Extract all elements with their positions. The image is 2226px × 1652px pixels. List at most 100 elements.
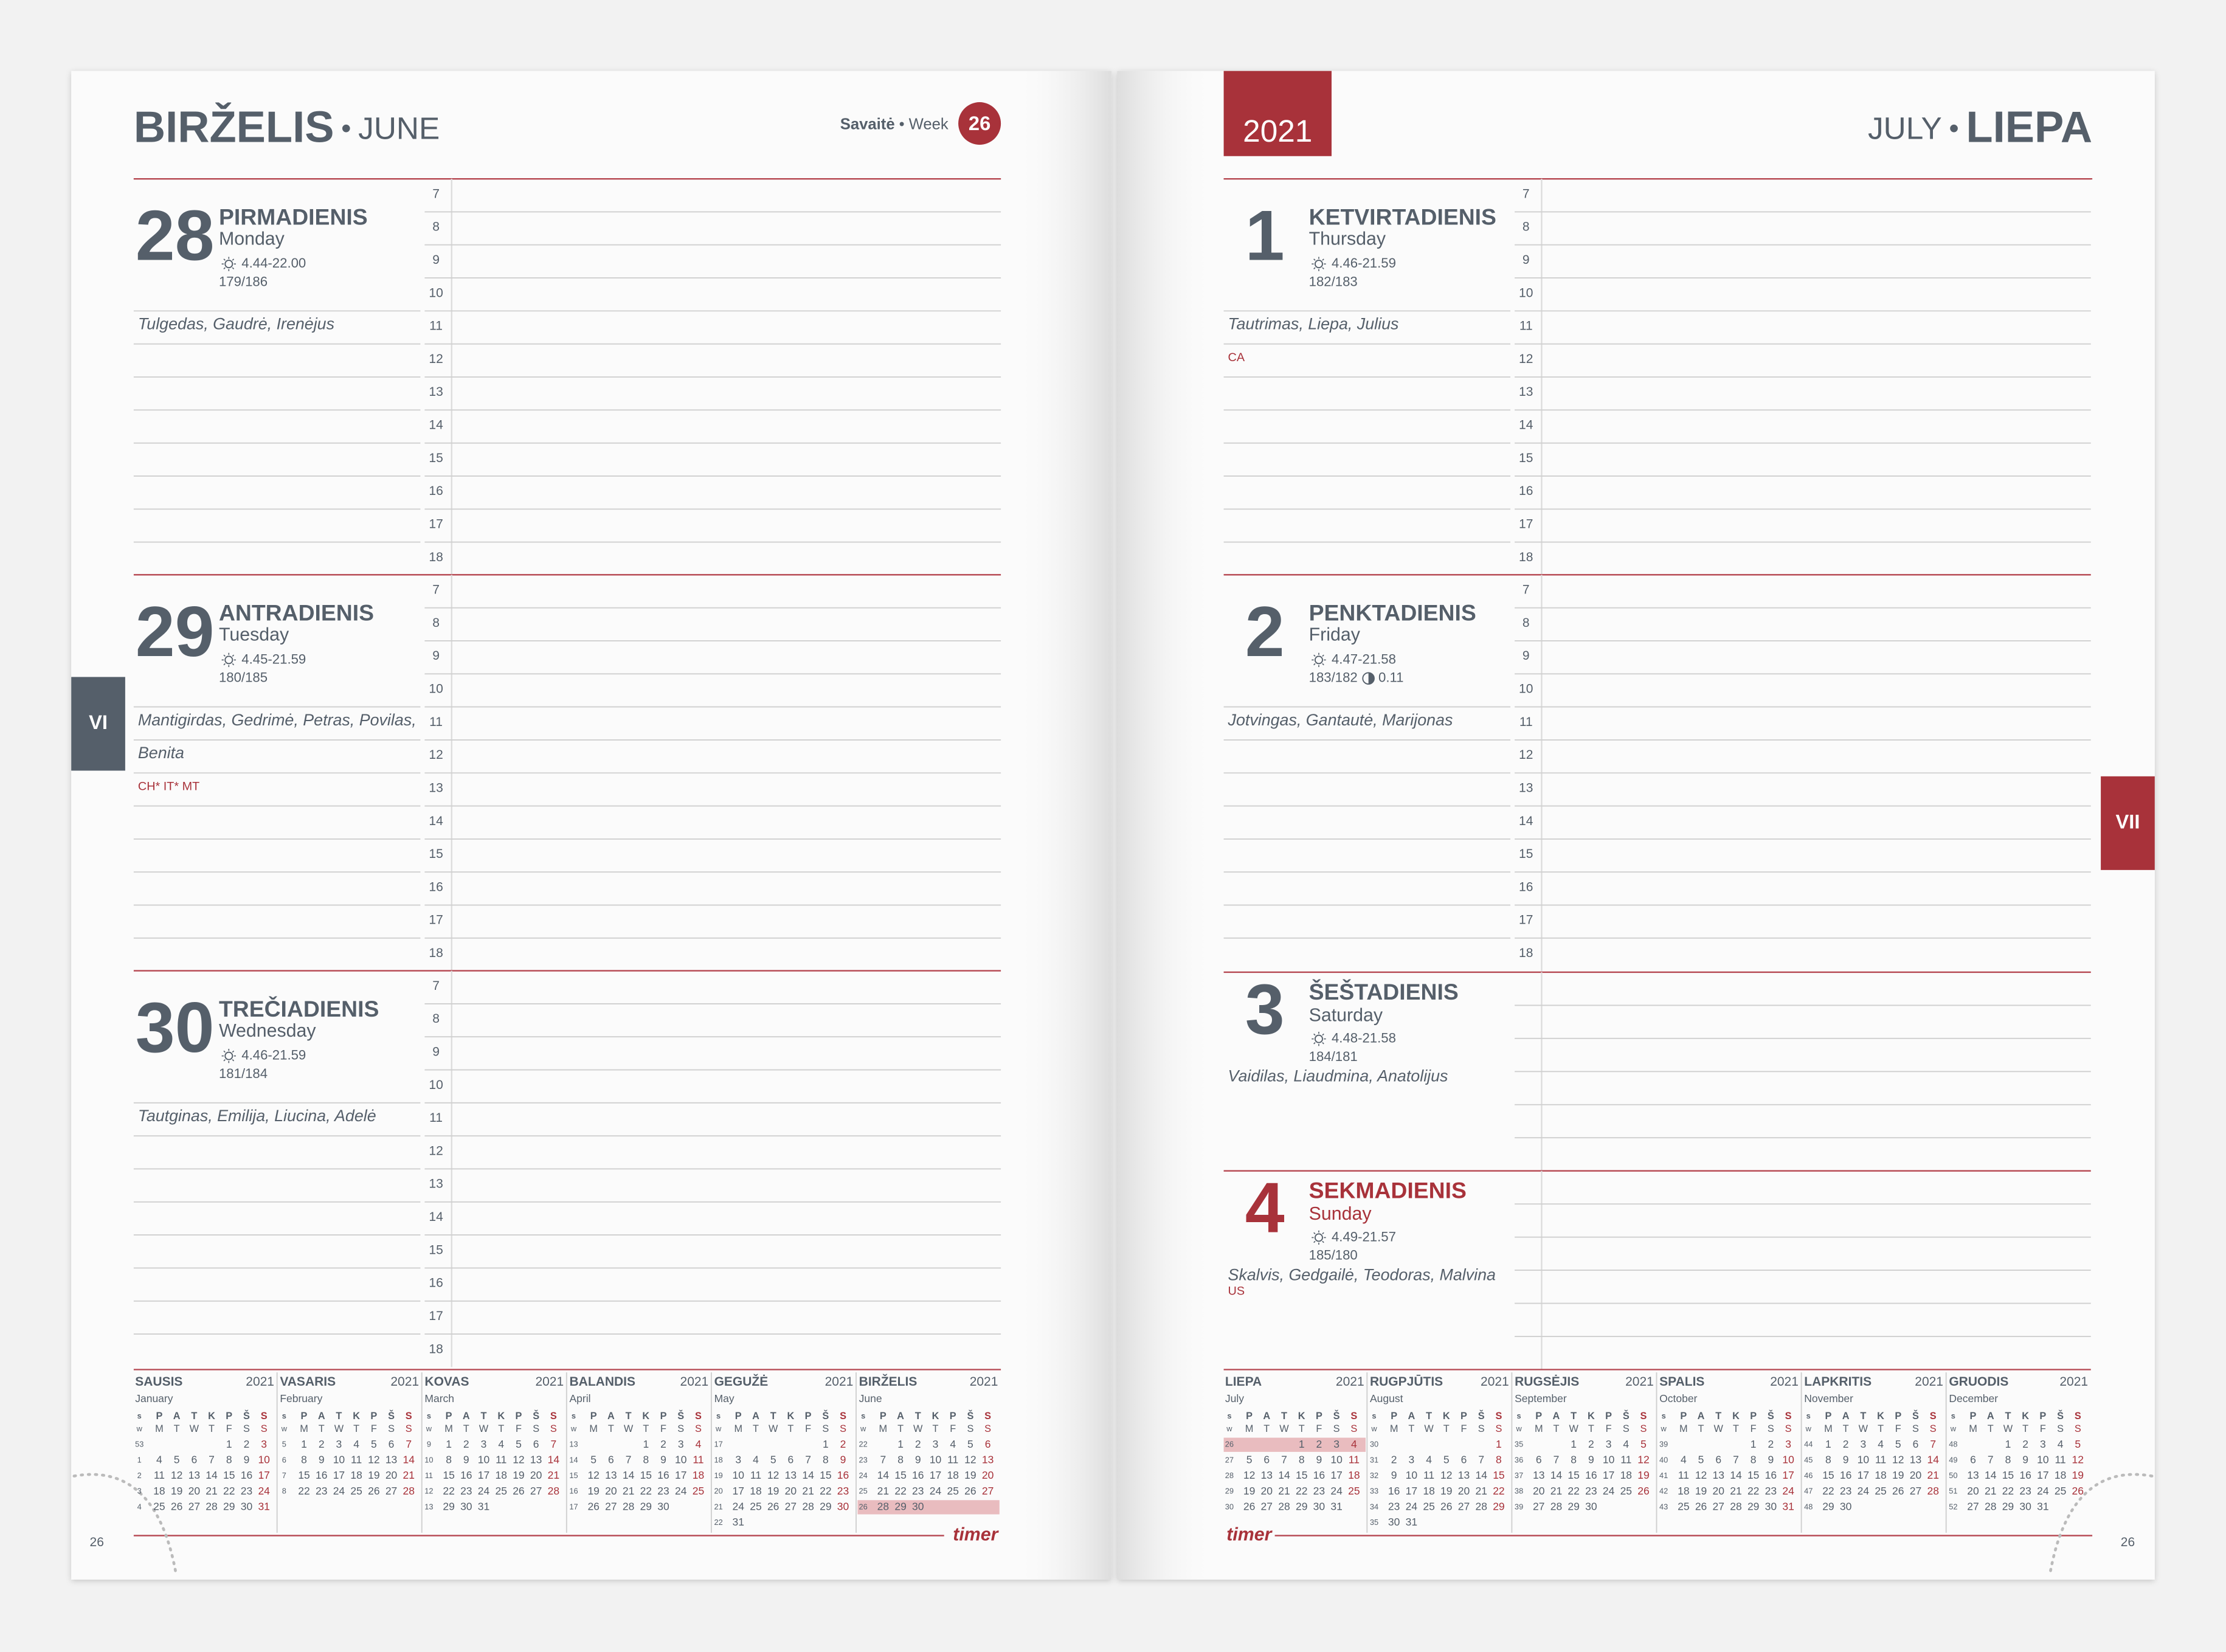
calendar-header: K [1443,1411,1450,1422]
calendar-header: S [1785,1411,1792,1422]
calendar-day: 9 [1768,1454,1774,1466]
calendar-header-en: w [860,1424,866,1433]
calendar-header-en: w [1371,1424,1377,1433]
hour-label: 15 [429,847,443,861]
calendar-day: 1 [643,1438,649,1450]
calendar-day: 29 [894,1501,906,1513]
calendar-day: 12 [2072,1454,2084,1466]
calendar-header-en: S [1930,1423,1937,1434]
calendar-day: 19 [368,1469,379,1481]
hour-label: 16 [429,1276,443,1290]
day-name-en: Monday [219,229,285,249]
hour-label: 12 [1519,748,1533,762]
calendar-day: 10 [333,1454,345,1466]
hour-label: 18 [429,1342,443,1356]
calendar-day: 1 [301,1438,307,1450]
hour-label: 11 [429,715,443,729]
calendar-day: 27 [1533,1501,1544,1513]
calendar-day: 8 [897,1454,904,1466]
calendar-day: 26 [368,1485,379,1497]
calendar-header-en: M [1245,1423,1254,1434]
calendar-day: 16 [837,1469,849,1481]
calendar-day: 19 [2072,1469,2084,1481]
calendar-week: 46 [1804,1471,1813,1480]
calendar-day: 3 [735,1454,741,1466]
decor [2048,1473,2154,1577]
calendar-day: 25 [2055,1485,2066,1497]
hour-label: 9 [432,649,440,663]
calendar-day: 26 [964,1485,976,1497]
calendar-day: 21 [1730,1485,1741,1497]
calendar-day: 28 [1730,1501,1741,1513]
calendar-day: 26 [1892,1485,1904,1497]
calendar-day: 21 [206,1485,217,1497]
calendar-header: S [1350,1411,1357,1422]
calendar-day: 28 [1278,1501,1290,1513]
calendar-week: 2 [137,1471,142,1480]
calendar-header: P [2039,1411,2046,1422]
day-count: 179/186 [219,274,268,289]
calendar-day: 20 [188,1485,201,1497]
current-week [857,1500,1000,1515]
calendar-day: 16 [2019,1469,2031,1481]
calendar-day: 17 [1603,1469,1614,1481]
calendar-day: 18 [1875,1469,1886,1481]
moon-icon [1368,672,1374,685]
calendar-header: K [2022,1411,2029,1422]
sun-times: 4.44-22.00 [241,255,306,271]
hour-label: 7 [432,979,440,993]
calendar-day: 11 [154,1469,165,1481]
calendar-header-en: T [209,1423,215,1434]
calendar-week: 36 [1515,1455,1523,1464]
calendar-day: 7 [550,1438,556,1450]
calendar-day: 28 [623,1501,634,1513]
calendar-day: 10 [1330,1454,1343,1466]
calendar-day: 8 [1496,1454,1502,1466]
calendar-day: 16 [912,1469,924,1481]
calendar-day: 21 [548,1469,559,1481]
calendar-day: 23 [316,1485,327,1497]
calendar-day: 13 [530,1454,542,1466]
calendar-day: 13 [1910,1454,1921,1466]
calendar-day: 11 [351,1454,362,1466]
sun-ray [223,1050,226,1053]
calendar-day: 4 [498,1438,504,1450]
separator: • [341,112,351,144]
logo: timer [953,1525,999,1545]
day-count: 184/181 [1309,1049,1358,1064]
calendar-day: 8 [1571,1454,1577,1466]
sun-ray [232,1050,235,1053]
sun-icon [1314,1034,1323,1043]
calendar-day: 7 [209,1454,215,1466]
calendar-day: 22 [1822,1485,1834,1497]
calendar-header-en: F [371,1423,377,1434]
calendar-week: 13 [424,1502,433,1511]
calendar-day: 6 [1970,1454,1976,1466]
calendar-header: T [1571,1411,1577,1422]
sun-times: 4.46-21.59 [1332,255,1396,271]
calendar-day: 24 [333,1485,345,1497]
sun-icon [224,1051,233,1060]
calendar-week: 48 [1804,1502,1813,1511]
calendar-day: 27 [1967,1501,1979,1513]
calendar-day: 16 [460,1469,472,1481]
calendar-week: 28 [1225,1471,1234,1480]
calendar-day: 12 [1892,1454,1904,1466]
calendar-day: 21 [802,1485,814,1497]
hour-label: 14 [429,1210,443,1224]
calendar-day: 18 [1678,1485,1689,1497]
calendar-year: 2021 [246,1375,274,1389]
sun-ray [1322,663,1324,666]
sun-ray [232,267,235,269]
calendar-week: 30 [1225,1502,1234,1511]
sun-times: 4.46-21.59 [241,1047,306,1062]
calendar-day: 21 [1475,1485,1487,1497]
calendar-day: 24 [930,1485,942,1497]
calendar-day: 7 [1988,1454,1994,1466]
calendar-header-en: M [155,1423,164,1434]
calendar-week: 5 [282,1440,286,1449]
calendar-week: 13 [569,1440,578,1449]
calendar-year: 2021 [535,1375,564,1389]
hour-label: 9 [432,1045,440,1059]
calendar-day: 6 [608,1454,614,1466]
